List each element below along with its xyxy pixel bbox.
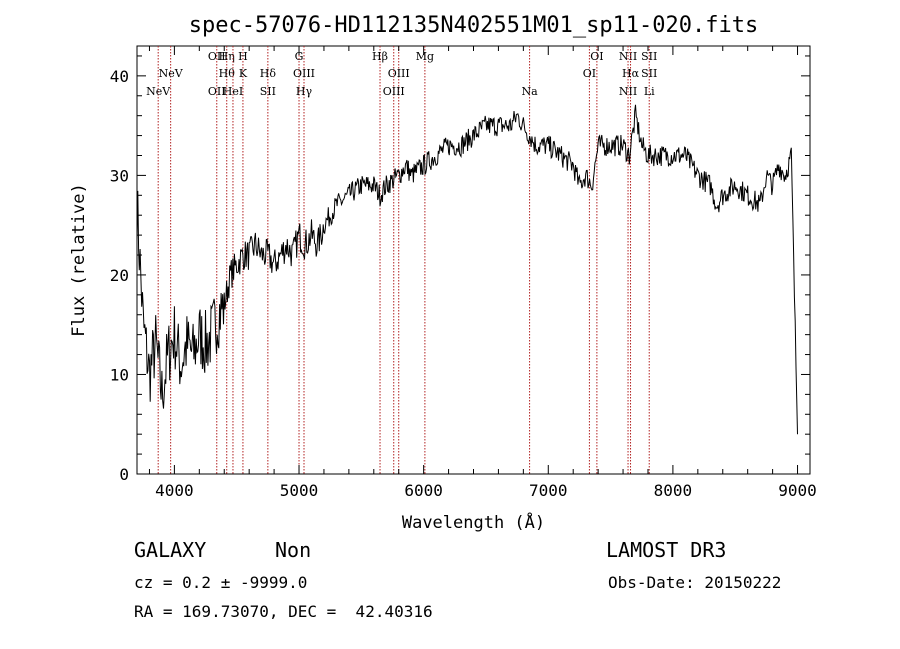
emission-label: OIII (383, 85, 405, 98)
x-tick-label: 8000 (654, 481, 693, 500)
emission-label: NeV (159, 67, 184, 80)
emission-label: OII (208, 50, 226, 63)
emission-label: Hβ (372, 50, 388, 63)
emission-label: OI (583, 67, 596, 80)
object-class: GALAXY (134, 538, 207, 562)
emission-label: OIII (293, 67, 315, 80)
emission-label: Na (521, 85, 538, 98)
emission-label: OII (208, 85, 226, 98)
y-tick-label: 40 (110, 67, 129, 86)
survey-name: LAMOST DR3 (606, 538, 727, 562)
emission-label: Mg (416, 50, 434, 63)
emission-label: OIII (388, 67, 410, 80)
emission-label: NII (619, 50, 637, 63)
emission-label: Hη (219, 50, 235, 63)
x-tick-label: 6000 (404, 481, 443, 500)
object-subclass: Non (275, 538, 312, 562)
x-tick-label: 9000 (778, 481, 817, 500)
x-tick-label: 7000 (529, 481, 568, 500)
emission-label: SII (641, 50, 657, 63)
x-axis-label: Wavelength (Å) (402, 511, 545, 533)
emission-label: Hα (622, 67, 640, 80)
obs-date: Obs-Date: 20150222 (608, 573, 782, 592)
emission-label: K (239, 67, 248, 80)
emission-label: Hδ (260, 67, 277, 80)
chart-title: spec-57076-HD112135N402551M01_sp11-020.f… (189, 13, 759, 38)
emission-label: OI (590, 50, 603, 63)
emission-label: Li (644, 85, 655, 98)
emission-label: Hγ (296, 85, 313, 98)
spectrum-line (136, 104, 798, 435)
y-tick-label: 20 (110, 266, 129, 285)
emission-label: G (295, 50, 304, 63)
x-tick-label: 4000 (155, 481, 194, 500)
emission-label: H (238, 50, 248, 63)
ra-dec: RA = 169.73070, DEC = 42.40316 (134, 602, 433, 621)
redshift-cz: cz = 0.2 ± -9999.0 (134, 573, 308, 592)
emission-label: SII (641, 67, 657, 80)
emission-label: SII (260, 85, 276, 98)
emission-label: NeV (146, 85, 171, 98)
y-axis-label: Flux (relative) (69, 183, 89, 337)
y-tick-label: 10 (110, 365, 129, 384)
emission-label: NII (619, 85, 637, 98)
y-tick-label: 0 (119, 465, 129, 484)
emission-label: Hθ (219, 67, 236, 80)
x-tick-label: 5000 (280, 481, 319, 500)
emission-label: HeI (223, 85, 243, 98)
plot-frame (136, 45, 811, 475)
y-tick-label: 30 (110, 166, 129, 185)
